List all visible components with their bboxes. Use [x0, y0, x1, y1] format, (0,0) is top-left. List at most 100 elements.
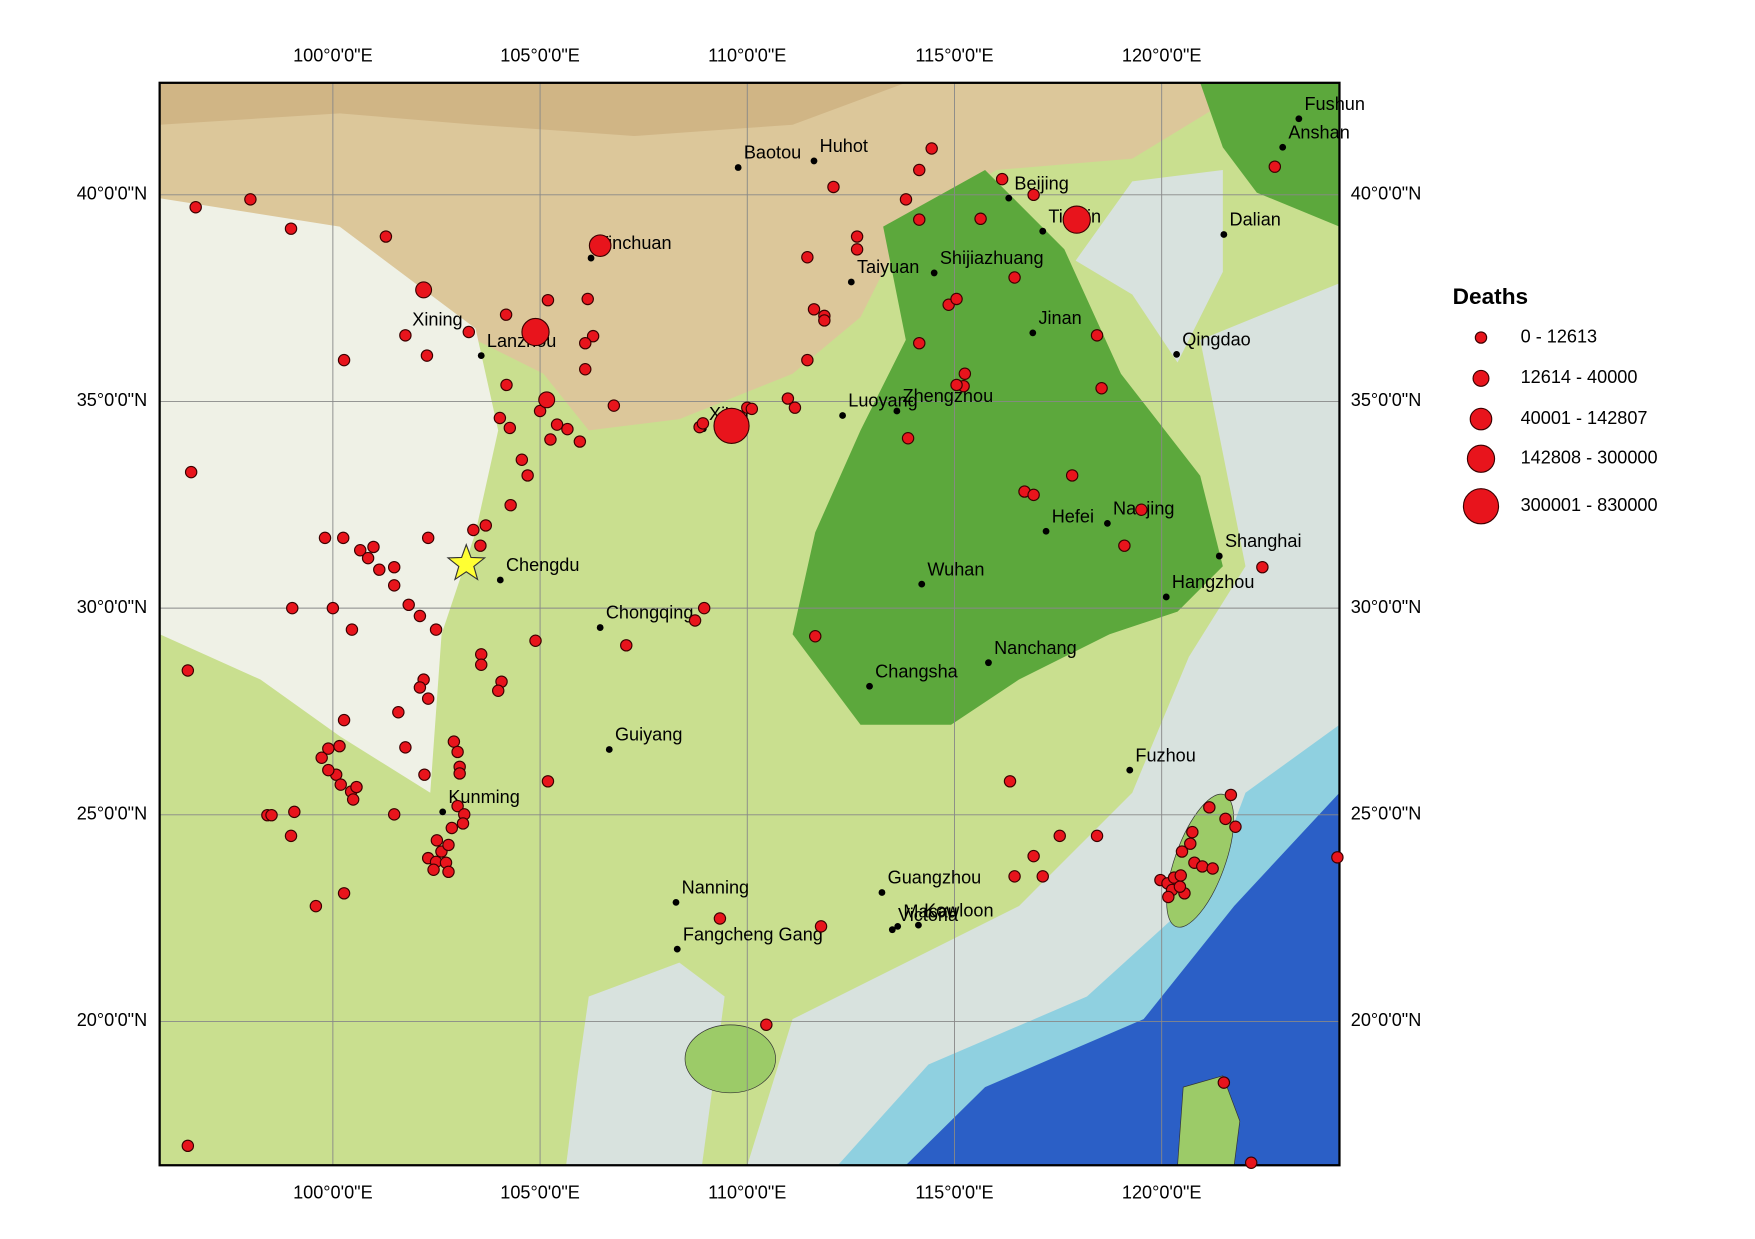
legend-label: 40001 - 142807 — [1521, 408, 1648, 428]
city-dot — [439, 808, 447, 816]
lon-label-bottom: 120°0'0"E — [1122, 1182, 1202, 1202]
quake-point — [1244, 1156, 1258, 1169]
quake-point — [244, 193, 257, 206]
city-dot — [734, 164, 742, 171]
quake-point — [958, 367, 972, 381]
quake-point — [913, 163, 926, 177]
quake-point — [1162, 890, 1175, 904]
quake-point — [392, 706, 405, 719]
lon-label-top: 100°0'0"E — [293, 46, 373, 66]
quake-point — [573, 435, 587, 448]
city-dot — [1220, 231, 1228, 238]
quake-point — [474, 539, 487, 552]
lat-label-right: 25°0'0"N — [1351, 804, 1422, 824]
city-dot — [878, 889, 886, 896]
lon-label-bottom: 115°0'0"E — [915, 1182, 993, 1202]
quake-point — [521, 469, 534, 482]
city-label: Nanning — [682, 878, 749, 898]
quake-point — [713, 912, 727, 925]
graticule: 100°0'0"E 100°0'0"E 105°0'0"E 105°0'0"E 110°… — [77, 46, 1422, 1203]
lon-label-bottom: 110°0'0"E — [708, 1182, 786, 1202]
lat-label-left: 40°0'0"N — [77, 184, 148, 204]
quake-point — [1065, 469, 1079, 482]
quake-point — [309, 899, 323, 913]
legend-symbol — [1472, 369, 1490, 387]
city-label: Nanchang — [994, 638, 1077, 658]
quake-point — [442, 865, 455, 879]
quake-point — [1203, 801, 1216, 814]
quake-point — [322, 763, 335, 777]
quake-point — [1217, 1076, 1231, 1089]
city-dot — [1005, 194, 1013, 202]
quake-point — [284, 222, 298, 235]
quake-point — [445, 821, 459, 835]
plain — [792, 169, 1223, 725]
city-dot — [810, 157, 818, 165]
quake-point — [579, 363, 592, 376]
quake-point — [1184, 837, 1197, 850]
lat-label-left: 35°0'0"N — [77, 390, 148, 410]
city-dot — [1279, 143, 1287, 151]
quake-point — [1090, 329, 1104, 342]
city-dot — [587, 254, 595, 262]
legend-label: 12614 - 40000 — [1521, 367, 1638, 387]
city-dot — [893, 407, 901, 415]
city-label: Kowloon — [924, 900, 993, 920]
city-label: Victoria — [898, 905, 959, 925]
quake-point — [451, 745, 464, 759]
quake-point — [387, 579, 401, 592]
quake-point — [586, 329, 600, 343]
quake-point — [337, 887, 351, 900]
legend-label: 0 - 12613 — [1521, 326, 1598, 346]
quake-point — [1027, 188, 1040, 202]
quake-point — [499, 308, 513, 321]
city-label: Yinchuan — [597, 233, 672, 253]
lat-label-right: 35°0'0"N — [1351, 390, 1422, 410]
city-dot — [847, 278, 855, 286]
quake-point — [1090, 829, 1104, 843]
quake-point — [818, 314, 831, 327]
city-dot — [918, 580, 926, 588]
quake-point — [453, 767, 466, 780]
quake-point — [181, 664, 195, 677]
quakes — [181, 142, 1344, 1169]
quake-point — [913, 213, 926, 226]
city-dot — [596, 624, 604, 631]
quake-point — [807, 303, 821, 316]
quake-point — [1229, 820, 1242, 833]
quake-point — [399, 741, 412, 754]
quake-point — [315, 751, 328, 764]
quake-point — [950, 378, 963, 392]
quake-point — [504, 498, 517, 512]
quake-point — [491, 684, 505, 698]
city-label: Changsha — [875, 661, 958, 681]
city-dot — [839, 412, 846, 419]
city-label: Taiyuan — [857, 257, 919, 277]
lat-label-left: 20°0'0"N — [77, 1010, 148, 1030]
quake-point — [474, 648, 488, 661]
legend-label: 142808 - 300000 — [1521, 448, 1658, 468]
quake-point — [607, 399, 621, 412]
city-label: Xining — [412, 310, 462, 330]
city-label: Jinan — [1038, 308, 1081, 328]
city-dot — [894, 922, 902, 930]
legend-symbol — [1469, 407, 1493, 431]
lat-label-left: 30°0'0"N — [77, 597, 148, 617]
quake-point — [588, 234, 612, 257]
quake-point — [367, 540, 380, 554]
city-dot — [605, 746, 613, 753]
quake-point — [346, 793, 360, 806]
city-label: Guangzhou — [888, 868, 982, 888]
legend-label: 300001 - 830000 — [1521, 495, 1658, 515]
quake-point — [387, 560, 401, 574]
quake-point — [399, 329, 412, 342]
lon-label-bottom: 100°0'0"E — [293, 1182, 373, 1202]
quake-point — [827, 180, 840, 194]
quake-point — [1118, 539, 1131, 552]
city-dot — [496, 576, 504, 584]
epicenter-star — [446, 543, 487, 581]
hainan — [684, 1024, 776, 1094]
quake-point — [337, 531, 350, 545]
